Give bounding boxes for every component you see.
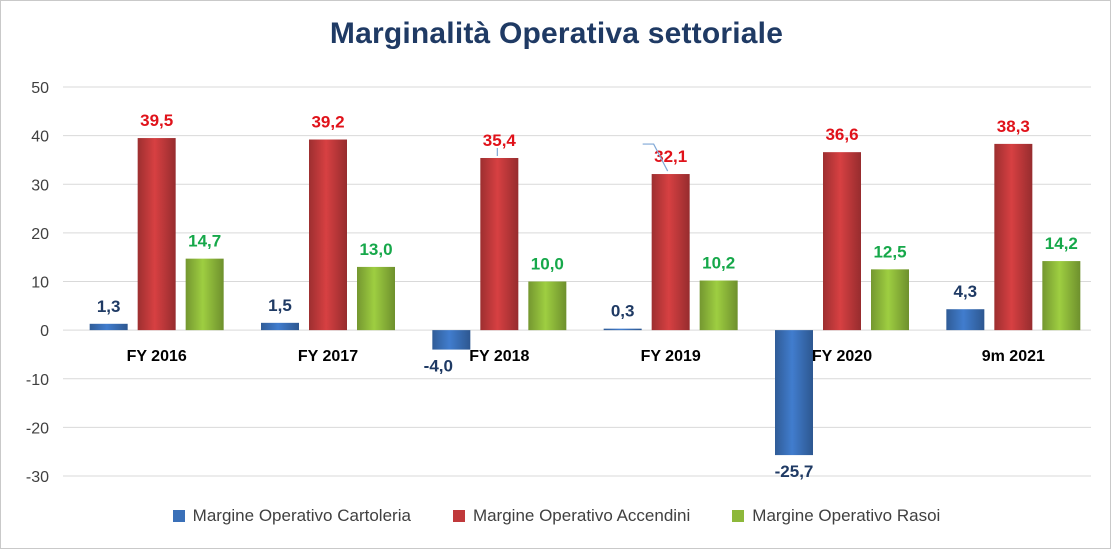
data-label: 36,6: [825, 125, 858, 144]
legend-item-accendini: Margine Operativo Accendini: [452, 506, 691, 526]
y-tick-label: -10: [26, 372, 49, 389]
x-tick-label: FY 2016: [127, 348, 187, 365]
data-label: 35,4: [483, 131, 517, 150]
y-tick-label: -20: [26, 420, 49, 437]
bar: [603, 328, 642, 331]
legend-label-cartoleria: Margine Operativo Cartoleria: [192, 506, 411, 525]
legend-swatch-rasoi: [732, 510, 745, 522]
data-label: -25,7: [775, 462, 814, 481]
bar: [699, 280, 738, 331]
bar: [946, 309, 985, 331]
chart-legend: Margine Operativo Cartoleria Margine Ope…: [1, 506, 1111, 526]
data-label: 4,3: [954, 282, 978, 301]
x-tick-label: 9m 2021: [982, 348, 1045, 365]
data-label: 14,2: [1045, 234, 1078, 253]
bar: [89, 323, 128, 331]
chart-title: Marginalità Operativa settoriale: [329, 17, 784, 50]
bar: [651, 174, 690, 331]
data-label: 10,2: [702, 254, 735, 273]
data-label: 14,7: [188, 232, 221, 251]
data-label: -4,0: [424, 357, 453, 376]
data-label: 1,3: [97, 297, 121, 316]
x-tick-label: FY 2018: [469, 348, 529, 365]
y-tick-label: 40: [31, 129, 49, 146]
bar: [823, 152, 861, 331]
bar: [185, 258, 224, 331]
bar: [137, 138, 176, 331]
legend-swatch-cartoleria: [172, 510, 185, 522]
leader-line: [642, 143, 669, 172]
y-tick-label: 50: [31, 80, 49, 97]
bar: [309, 139, 347, 331]
bar: [775, 330, 813, 456]
bar: [528, 281, 567, 331]
data-label: 13,0: [359, 240, 392, 259]
x-tick-label: FY 2017: [298, 348, 358, 365]
data-label: 1,5: [268, 296, 292, 315]
bar: [1042, 261, 1081, 331]
data-label: 39,2: [311, 113, 344, 132]
bar: [994, 143, 1033, 331]
legend-label-rasoi: Margine Operativo Rasoi: [752, 506, 941, 525]
bar: [871, 269, 909, 331]
bar: [261, 322, 299, 331]
data-label: 0,3: [611, 302, 635, 321]
x-tick-label: FY 2019: [641, 348, 701, 365]
legend-swatch-accendini: [452, 510, 465, 522]
data-label: 10,0: [531, 255, 564, 274]
bar: [357, 266, 395, 331]
data-label: 39,5: [140, 111, 173, 130]
y-tick-label: -30: [26, 469, 49, 486]
data-label: 38,3: [997, 117, 1030, 136]
y-tick-label: 30: [31, 177, 49, 194]
legend-item-cartoleria: Margine Operativo Cartoleria: [172, 506, 411, 526]
y-tick-label: 10: [31, 275, 49, 292]
legend-label-accendini: Margine Operativo Accendini: [472, 506, 691, 525]
x-tick-label: FY 2020: [812, 348, 872, 365]
y-tick-label: 20: [31, 226, 49, 243]
bar: [480, 157, 519, 331]
data-label: 32,1: [654, 147, 687, 166]
bar: [432, 330, 471, 350]
y-tick-label: 0: [40, 323, 49, 340]
data-label: 12,5: [873, 242, 906, 261]
legend-item-rasoi: Margine Operativo Rasoi: [732, 506, 940, 526]
